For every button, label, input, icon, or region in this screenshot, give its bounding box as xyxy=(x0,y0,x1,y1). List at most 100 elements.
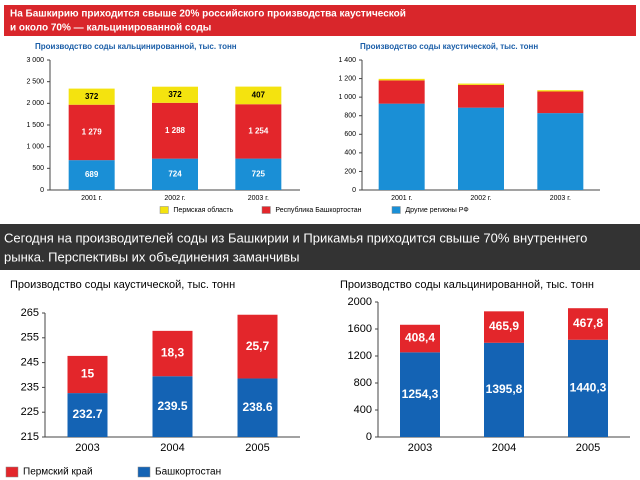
bar-segment xyxy=(152,158,198,190)
bar-segment xyxy=(537,91,584,114)
value-label: 689 xyxy=(85,170,99,179)
x-tick-label: 2003 г. xyxy=(248,195,269,202)
bar-segment xyxy=(235,104,282,159)
x-tick-label: 2002 г. xyxy=(164,195,185,202)
value-label: 1 279 xyxy=(82,128,103,137)
bar-segment xyxy=(235,158,282,190)
y-tick-label: 235 xyxy=(21,381,39,393)
y-tick-label: 600 xyxy=(344,131,356,138)
y-tick-label: 1 000 xyxy=(338,94,356,101)
y-tick-label: 3 000 xyxy=(26,57,44,64)
bar-segment xyxy=(68,88,115,105)
chart-title: Производство соды кальцинированной, тыс.… xyxy=(35,42,237,51)
x-tick-label: 2004 xyxy=(160,442,184,454)
bar-segment xyxy=(67,355,108,394)
value-label: 372 xyxy=(168,90,182,99)
y-tick-label: 400 xyxy=(354,404,372,416)
y-tick-label: 2 500 xyxy=(26,79,44,86)
value-label: 1 254 xyxy=(248,127,269,136)
value-label: 725 xyxy=(252,169,266,178)
legend-label: Республика Башкортостан xyxy=(275,206,361,214)
legend-swatch xyxy=(5,466,19,478)
value-label: 18,3 xyxy=(161,346,185,360)
value-label: 1395,8 xyxy=(486,382,523,396)
value-label: 372 xyxy=(85,92,99,101)
legend-swatch xyxy=(391,206,401,214)
y-tick-label: 0 xyxy=(352,187,356,194)
y-tick-label: 800 xyxy=(344,113,356,120)
bar-segment xyxy=(237,378,278,437)
chart-title: Производство соды каустической, тыс. тон… xyxy=(360,42,538,51)
y-tick-label: 500 xyxy=(32,165,44,172)
bar-segment xyxy=(400,352,440,437)
y-tick-label: 225 xyxy=(21,406,39,418)
y-tick-label: 1600 xyxy=(348,323,372,335)
y-tick-label: 1200 xyxy=(348,350,372,362)
value-label: 239.5 xyxy=(157,399,187,413)
value-label: 407 xyxy=(252,91,266,100)
bar-segment xyxy=(458,84,504,108)
value-label: 1 288 xyxy=(165,126,186,135)
x-tick-label: 2001 г. xyxy=(391,195,412,202)
y-tick-label: 200 xyxy=(344,168,356,175)
legend-label: Башкортостан xyxy=(155,467,221,478)
value-label: 1254,3 xyxy=(402,387,439,401)
y-tick-label: 0 xyxy=(40,187,44,194)
legend-swatch xyxy=(137,466,151,478)
bar-segment xyxy=(484,311,524,343)
bar-segment xyxy=(152,86,198,103)
bar-segment xyxy=(537,113,584,190)
banner-text: рынка. Перспективы их объединения заманч… xyxy=(4,249,300,264)
value-label: 25,7 xyxy=(246,339,270,353)
x-tick-label: 2003 xyxy=(408,442,432,454)
bar-segment xyxy=(235,86,282,105)
banner-text: Сегодня на производителей соды из Башкир… xyxy=(4,230,587,245)
value-label: 238.6 xyxy=(242,400,272,414)
y-tick-label: 1 500 xyxy=(26,122,44,129)
value-label: 467,8 xyxy=(573,316,603,330)
bar-segment xyxy=(237,314,278,379)
x-tick-label: 2005 xyxy=(576,442,600,454)
bar-segment xyxy=(378,103,425,190)
legend-swatch xyxy=(159,206,169,214)
bar-segment xyxy=(152,376,193,437)
bar-segment xyxy=(400,324,440,353)
value-label: 408,4 xyxy=(405,331,435,345)
y-tick-label: 255 xyxy=(21,332,39,344)
top-banner xyxy=(4,5,636,36)
legend-label: Пермская область xyxy=(173,206,233,214)
x-tick-label: 2001 г. xyxy=(81,195,102,202)
bar-segment xyxy=(458,107,504,190)
bar-segment xyxy=(68,104,115,161)
y-tick-label: 800 xyxy=(354,377,372,389)
bar-segment xyxy=(537,90,584,92)
x-tick-label: 2005 xyxy=(245,442,269,454)
y-tick-label: 2 000 xyxy=(26,100,44,107)
bar-segment xyxy=(484,342,524,437)
bar-segment xyxy=(152,330,193,377)
x-tick-label: 2004 xyxy=(492,442,516,454)
bar-segment xyxy=(568,339,608,437)
middle-banner xyxy=(0,224,640,270)
banner-text: На Башкирию приходится свыше 20% российс… xyxy=(10,9,406,20)
bar-segment xyxy=(458,83,504,85)
legend-label: Другие регионы РФ xyxy=(405,207,468,214)
y-tick-label: 265 xyxy=(21,307,39,319)
chart-title: Производство соды каустической, тыс. тон… xyxy=(10,279,235,291)
banner-text: и около 70% — кальцинированной соды xyxy=(10,23,211,34)
x-tick-label: 2002 г. xyxy=(470,195,491,202)
y-tick-label: 2000 xyxy=(348,296,372,308)
x-tick-label: 2003 xyxy=(75,442,99,454)
bar-segment xyxy=(568,308,608,340)
x-tick-label: 2003 г. xyxy=(550,195,571,202)
y-tick-label: 215 xyxy=(21,431,39,443)
y-tick-label: 400 xyxy=(344,150,356,157)
y-tick-label: 1 400 xyxy=(338,57,356,64)
chart-title: Производство соды кальцинированной, тыс.… xyxy=(340,279,594,291)
bar-segment xyxy=(67,393,108,437)
bar-segment xyxy=(378,78,425,81)
bar-segment xyxy=(68,160,115,190)
bar-segment xyxy=(378,80,425,104)
bar-segment xyxy=(152,102,198,159)
